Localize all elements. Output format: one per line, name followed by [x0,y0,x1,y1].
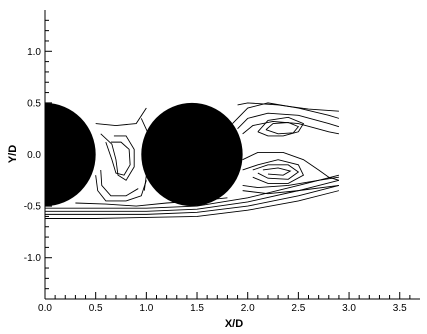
streamline-5 [100,169,139,197]
x-tick-label: 3.0 [342,303,356,314]
chart-marks [45,102,340,219]
x-tick-label: 0.5 [89,303,103,314]
x-tick-label: 0.0 [38,303,52,314]
streamline-18 [242,159,305,184]
x-tick-label: 2.0 [241,303,255,314]
y-tick-label: -1.0 [24,253,42,264]
cylinder-2 [141,102,243,207]
streamline-23 [237,102,339,112]
x-axis-title: X/D [225,318,243,330]
streamline-13 [237,112,340,130]
chart-axes: 0.0 0.5 1.0 1.5 2.0 2.5 3.0 3.5 1.0 0.5 0.0 -0.5 -1.… [24,10,420,314]
cylinder-1 [45,102,96,207]
streamline-19 [252,164,300,180]
x-tick-label: 2.5 [291,303,305,314]
x-tick-label: 3.5 [393,303,407,314]
x-tick-label: 1.0 [139,303,153,314]
streamline-9 [45,185,340,215]
y-tick-label: 0.0 [27,150,41,161]
streamline-10 [45,190,340,219]
y-tick-label: -0.5 [24,202,42,213]
x-tick-label: 1.5 [190,303,204,314]
streamline-22 [242,185,339,195]
streamline-21 [242,176,339,188]
streamline-20 [262,167,292,176]
streamline-1 [95,107,147,127]
y-axis-title: Y/D [7,145,19,163]
streamline-7 [45,174,340,209]
streamline-2 [100,133,135,181]
streamline-4 [95,175,147,202]
streamline-15 [257,116,305,137]
streamline-16 [265,122,300,135]
streamline-3 [105,141,131,176]
streamline-17 [242,151,340,181]
y-tick-label: 1.0 [27,47,41,58]
y-tick-label: 0.5 [27,98,41,109]
